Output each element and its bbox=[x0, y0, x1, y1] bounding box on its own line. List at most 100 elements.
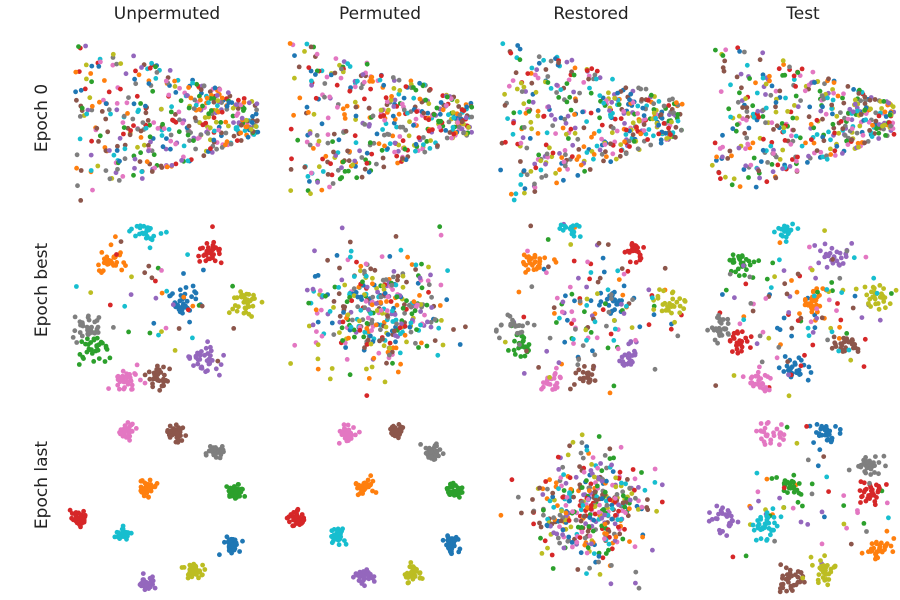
data-point bbox=[612, 499, 618, 505]
data-point bbox=[840, 126, 846, 132]
data-point bbox=[164, 164, 170, 170]
data-point bbox=[870, 294, 876, 300]
data-point bbox=[837, 427, 843, 432]
data-point bbox=[209, 358, 215, 363]
data-point bbox=[855, 508, 860, 513]
data-point bbox=[584, 150, 590, 155]
data-point bbox=[560, 464, 566, 470]
data-point bbox=[373, 490, 379, 495]
data-point bbox=[376, 141, 382, 147]
data-point bbox=[161, 364, 166, 370]
data-point bbox=[582, 535, 588, 541]
data-point bbox=[85, 336, 90, 342]
data-point bbox=[421, 142, 426, 148]
data-point bbox=[822, 566, 828, 572]
data-point bbox=[832, 130, 837, 136]
data-point bbox=[292, 342, 298, 348]
data-point bbox=[812, 80, 817, 85]
data-point bbox=[757, 333, 763, 339]
data-point bbox=[736, 273, 742, 279]
data-point bbox=[717, 527, 722, 533]
data-point bbox=[830, 97, 836, 103]
data-point bbox=[129, 382, 135, 388]
data-point bbox=[457, 112, 463, 118]
data-point bbox=[215, 103, 220, 109]
data-point bbox=[632, 487, 637, 493]
data-point bbox=[127, 374, 133, 380]
data-point bbox=[137, 231, 142, 237]
data-point bbox=[414, 327, 419, 332]
data-point bbox=[361, 79, 367, 85]
data-point bbox=[707, 510, 712, 515]
data-point bbox=[859, 493, 865, 499]
data-point bbox=[875, 301, 881, 306]
data-point bbox=[512, 338, 517, 344]
data-point bbox=[457, 546, 463, 552]
data-point bbox=[167, 435, 173, 440]
data-point bbox=[86, 317, 92, 323]
data-point bbox=[835, 301, 840, 306]
data-point bbox=[816, 431, 822, 436]
data-point bbox=[820, 116, 825, 122]
data-point bbox=[822, 514, 827, 520]
data-point bbox=[597, 147, 603, 153]
data-point bbox=[564, 99, 570, 105]
data-point bbox=[883, 133, 888, 138]
data-point bbox=[559, 309, 565, 315]
data-point bbox=[212, 128, 217, 134]
data-point bbox=[876, 471, 881, 477]
data-point bbox=[354, 259, 359, 265]
data-point bbox=[325, 115, 331, 121]
data-point bbox=[519, 329, 525, 335]
data-point bbox=[592, 378, 598, 383]
data-point bbox=[723, 287, 729, 293]
data-point bbox=[469, 104, 475, 110]
data-point bbox=[748, 301, 754, 306]
data-point bbox=[781, 485, 787, 491]
data-point bbox=[334, 253, 340, 258]
data-point bbox=[878, 540, 884, 546]
data-point bbox=[207, 125, 213, 131]
data-point bbox=[312, 274, 318, 279]
data-point bbox=[357, 327, 363, 333]
data-point bbox=[149, 60, 155, 66]
data-point bbox=[554, 82, 560, 88]
data-point bbox=[545, 80, 551, 85]
data-point bbox=[613, 513, 618, 518]
data-point bbox=[195, 361, 201, 367]
data-point bbox=[826, 432, 832, 437]
data-point bbox=[769, 120, 775, 126]
data-point bbox=[584, 444, 590, 449]
data-point bbox=[537, 261, 542, 267]
data-point bbox=[538, 524, 544, 530]
data-point bbox=[508, 191, 514, 197]
data-point bbox=[124, 378, 130, 384]
data-point bbox=[368, 266, 374, 272]
data-point bbox=[770, 506, 776, 512]
data-point bbox=[867, 127, 872, 133]
data-point bbox=[177, 287, 183, 293]
data-point bbox=[551, 376, 557, 381]
data-point bbox=[115, 143, 120, 149]
data-point bbox=[884, 500, 890, 506]
data-point bbox=[670, 96, 675, 102]
data-point bbox=[353, 140, 359, 146]
data-point bbox=[871, 460, 876, 465]
data-point bbox=[231, 326, 237, 331]
data-point bbox=[134, 93, 140, 99]
data-point bbox=[339, 165, 344, 171]
data-point bbox=[210, 224, 215, 230]
data-point bbox=[542, 255, 548, 261]
data-point bbox=[734, 346, 740, 352]
data-point bbox=[635, 507, 641, 512]
data-point bbox=[233, 102, 239, 108]
data-point bbox=[193, 566, 199, 572]
data-point bbox=[559, 483, 564, 489]
data-point bbox=[393, 339, 398, 345]
data-point bbox=[783, 565, 789, 571]
data-point bbox=[796, 355, 802, 361]
data-point bbox=[578, 518, 584, 524]
data-point bbox=[831, 334, 837, 340]
data-point bbox=[580, 503, 586, 508]
data-point bbox=[353, 117, 358, 122]
